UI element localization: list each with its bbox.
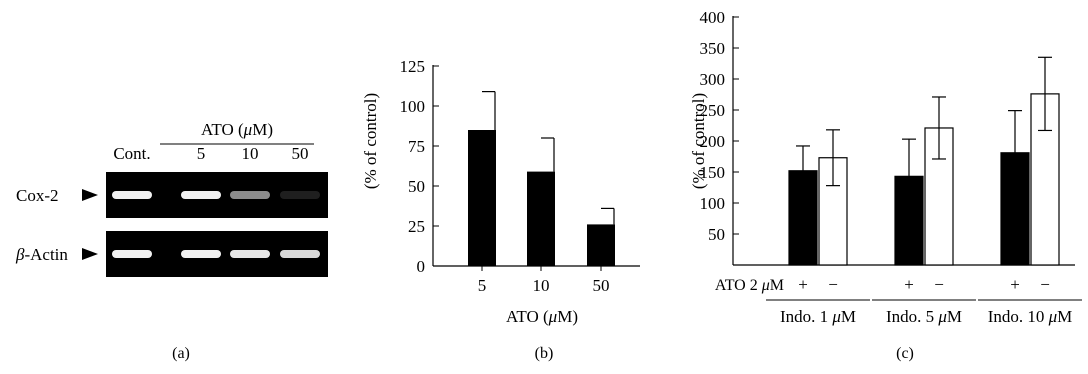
chart-b-xlabel: ATO (μM): [506, 307, 578, 326]
blot-row-label: Cox-2: [16, 186, 59, 205]
chart-c-y-tick-label: 250: [700, 101, 726, 120]
blot-lane-label: Cont.: [113, 144, 150, 163]
blot-lane-label: 10: [242, 144, 259, 163]
chart-c: (% of control) ATO 2 μM (c) 50 100 150 200 2…: [689, 8, 1082, 362]
chart-c-y-tick-label: 300: [700, 70, 726, 89]
chart-c-sign: −: [828, 275, 838, 294]
blot-band: [280, 250, 320, 258]
chart-b-y-tick-label: 25: [408, 217, 425, 236]
blot-arrowhead-marker: [82, 189, 98, 201]
chart-c-ylabel: (% of control): [689, 93, 708, 189]
chart-c-sign: +: [798, 275, 808, 294]
chart-c-row-label: ATO 2 μM: [715, 277, 784, 294]
chart-c-group-label: Indo. 10 μM: [988, 307, 1073, 326]
blot-lane-label: 5: [197, 144, 206, 163]
panel-label-a: (a): [172, 345, 190, 362]
blot-band: [230, 191, 270, 199]
blot-row-label: β-Actin: [15, 245, 68, 264]
blot-band: [230, 250, 270, 258]
chart-b-x-tick-label: 10: [533, 276, 550, 295]
chart-b-x-tick-label: 50: [593, 276, 610, 295]
chart-b: (% of control) ATO (μM) (b) 0 25 50 75 100 12…: [361, 57, 640, 362]
panel-label-c: (c): [896, 345, 914, 362]
chart-b-y-tick-label: 100: [400, 97, 426, 116]
panel-label-b: (b): [535, 345, 554, 362]
chart-b-y-tick-label: 0: [417, 257, 426, 276]
chart-c-y-tick-label: 350: [700, 39, 726, 58]
chart-b-x-tick-label: 5: [478, 276, 487, 295]
chart-c-y-tick-label: 200: [700, 132, 726, 151]
blot-panel: ATO (μM) Cont. 5 10 50 Cox-2 β-Actin (a): [15, 120, 328, 362]
chart-b-bar: [587, 224, 615, 266]
blot-band: [280, 191, 320, 199]
blot-lane-labels: Cont. 5 10 50: [113, 144, 308, 163]
chart-c-sign: +: [904, 275, 914, 294]
chart-c-group-label: Indo. 1 μM: [780, 307, 856, 326]
blot-band: [181, 250, 221, 258]
blot-band: [112, 191, 152, 199]
chart-b-bar: [527, 171, 555, 266]
chart-b-y-tick-label: 75: [408, 137, 425, 156]
chart-c-sign: +: [1010, 275, 1020, 294]
blot-band: [181, 191, 221, 199]
chart-c-y-tick-label: 150: [700, 163, 726, 182]
chart-b-y-tick-label: 125: [400, 57, 426, 76]
chart-c-y-tick-label: 50: [708, 225, 725, 244]
chart-c-sign: −: [1040, 275, 1050, 294]
blot-treatment-header: ATO (μM): [201, 120, 273, 139]
chart-c-sign: −: [934, 275, 944, 294]
chart-c-y-tick-label: 100: [700, 194, 726, 213]
blot-rows: Cox-2 β-Actin: [15, 172, 328, 277]
chart-c-y-tick-label: 400: [700, 8, 726, 27]
blot-band: [112, 250, 152, 258]
chart-b-ylabel: (% of control): [361, 93, 380, 189]
chart-b-bar: [468, 130, 496, 266]
blot-arrowhead-marker: [82, 248, 98, 260]
chart-b-y-tick-label: 50: [408, 177, 425, 196]
blot-lane-label: 50: [292, 144, 309, 163]
chart-c-group-label: Indo. 5 μM: [886, 307, 962, 326]
